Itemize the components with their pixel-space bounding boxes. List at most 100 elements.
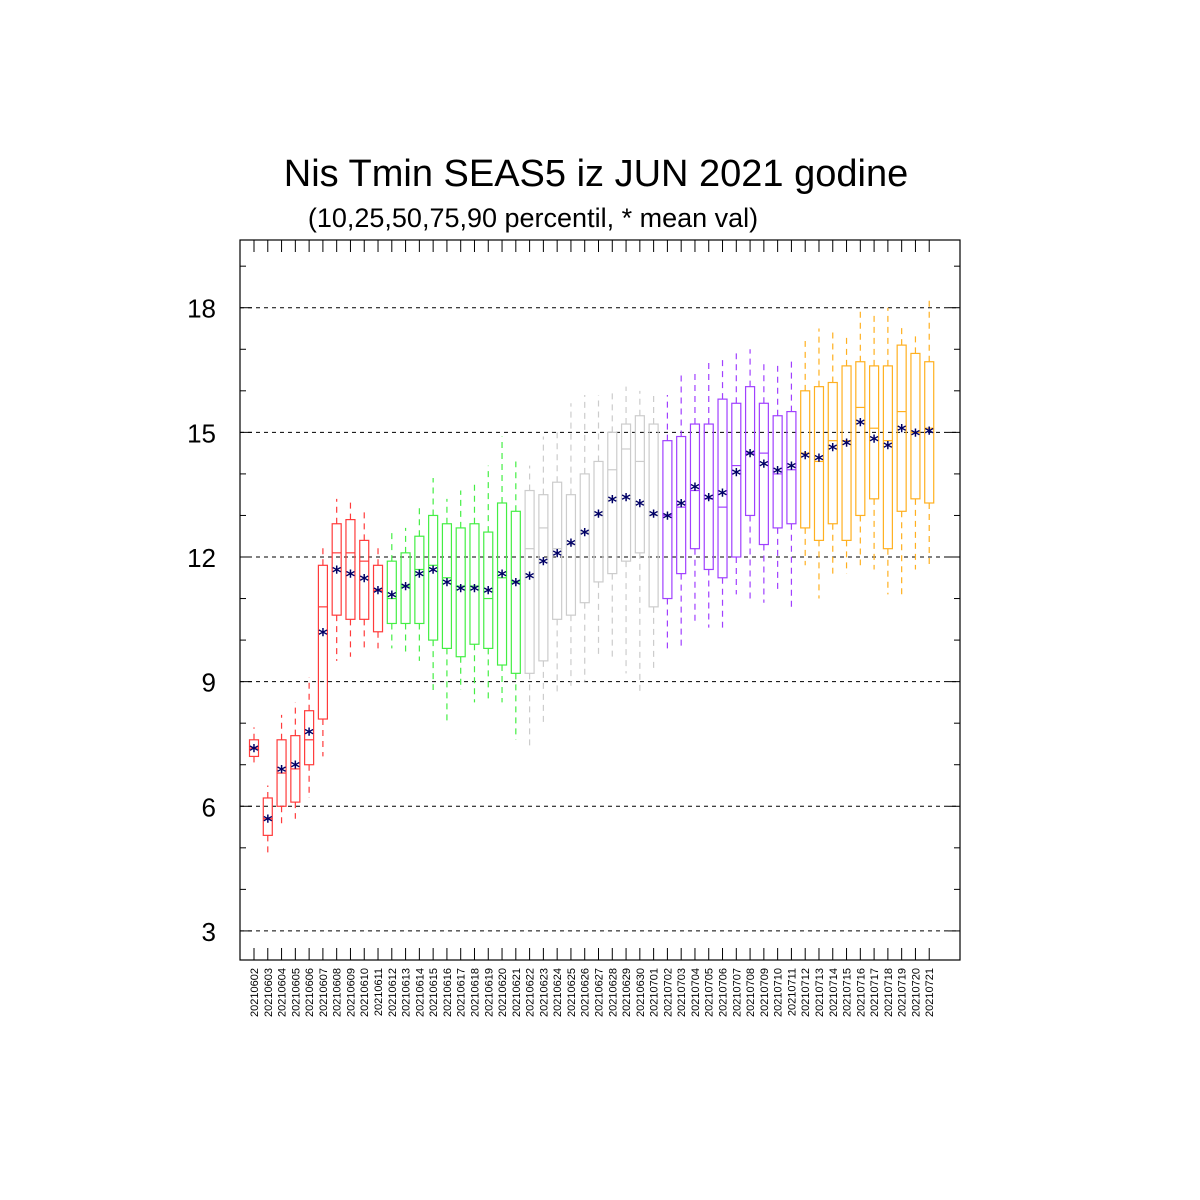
iqr-box	[896, 344, 907, 512]
box-20210609	[345, 498, 356, 657]
iqr-box	[841, 365, 852, 541]
mean-marker: *	[277, 762, 287, 783]
boxes	[248, 299, 935, 857]
mean-marker: *	[539, 554, 549, 575]
iqr-box	[345, 519, 356, 620]
box-20210610	[359, 511, 370, 649]
x-tick-label: 20210618	[469, 968, 481, 1017]
x-tick-label: 20210628	[607, 968, 619, 1017]
x-tick-label: 20210705	[704, 968, 716, 1017]
x-tick-label: 20210707	[731, 968, 743, 1017]
iqr-box	[524, 489, 535, 674]
box-20210704	[689, 370, 701, 624]
mean-marker: *	[346, 567, 356, 588]
mean-marker: *	[304, 724, 314, 745]
mean-marker: *	[470, 581, 480, 602]
x-tick-label: 20210716	[855, 968, 867, 1017]
x-tick-label: 20210609	[345, 968, 357, 1017]
box-20210718	[882, 307, 893, 595]
x-tick-label: 20210624	[552, 968, 564, 1017]
x-tick-label: 20210605	[290, 968, 302, 1017]
x-tick-label: 20210604	[277, 968, 289, 1017]
mean-marker: *	[828, 440, 838, 461]
iqr-box	[868, 365, 880, 500]
box-20210702	[662, 394, 673, 649]
mean-marker: *	[869, 432, 879, 453]
x-tick-label: 20210619	[483, 968, 495, 1017]
x-tick-label: 20210629	[621, 968, 633, 1017]
iqr-box	[565, 494, 577, 616]
box-20210619	[483, 465, 494, 703]
mean-marker: *	[718, 486, 728, 507]
iqr-box	[634, 415, 645, 554]
mean-marker: *	[911, 425, 921, 446]
iqr-box	[827, 381, 838, 525]
box-20210615	[428, 478, 439, 690]
iqr-box	[772, 415, 783, 529]
box-20210712	[800, 340, 811, 566]
box-20210614	[414, 507, 425, 661]
box-20210705	[703, 361, 714, 628]
mean-marker: *	[690, 479, 700, 500]
iqr-box	[372, 564, 384, 633]
box-20210618	[469, 482, 480, 703]
mean-marker: *	[759, 457, 769, 478]
iqr-box	[400, 552, 411, 625]
mean-marker: *	[566, 535, 576, 556]
iqr-box	[359, 539, 370, 620]
mean-marker: *	[497, 567, 507, 588]
box-20210602	[248, 727, 260, 765]
box-20210613	[400, 527, 411, 653]
x-tick-label: 20210710	[773, 968, 785, 1017]
mean-marker: *	[415, 567, 425, 588]
mean-marker: *	[787, 459, 797, 480]
box-20210608	[331, 498, 342, 661]
box-20210620	[496, 436, 508, 703]
x-tick-label: 20210704	[690, 968, 702, 1017]
x-tick-label: 20210711	[786, 968, 798, 1016]
mean-marker: *	[249, 741, 259, 762]
box-20210719	[896, 324, 907, 595]
mean-marker: *	[318, 625, 328, 646]
mean-marker: *	[814, 450, 824, 471]
x-tick-label: 20210607	[318, 968, 330, 1017]
box-20210716	[855, 307, 866, 566]
x-tick-label: 20210627	[594, 968, 606, 1017]
box-20210626	[579, 394, 590, 682]
x-tick-label: 20210614	[414, 968, 426, 1017]
iqr-box	[676, 435, 687, 575]
iqr-box	[882, 365, 893, 550]
iqr-box	[469, 523, 480, 645]
iqr-box	[496, 502, 508, 666]
x-tick-label: 20210709	[759, 968, 771, 1017]
x-tick-label: 20210701	[649, 968, 661, 1017]
box-20210606	[304, 677, 315, 798]
mean-marker: *	[649, 506, 659, 527]
iqr-box	[428, 514, 439, 641]
x-tick-label: 20210617	[456, 968, 468, 1017]
mean-marker: *	[663, 508, 673, 529]
iqr-box	[455, 527, 466, 658]
iqr-box	[731, 402, 742, 558]
iqr-box	[510, 510, 521, 674]
mean-marker: *	[401, 579, 411, 600]
iqr-box	[331, 523, 342, 616]
y-axis-ticks: 3 6 9 12 15 18	[187, 265, 960, 947]
x-tick-label: 20210717	[869, 968, 881, 1017]
mean-marker: *	[263, 812, 273, 833]
box-20210629	[620, 386, 632, 674]
x-tick-label: 20210718	[883, 968, 895, 1017]
x-tick-label: 20210720	[910, 968, 922, 1017]
iqr-box	[441, 523, 453, 650]
x-tick-label: 20210713	[814, 968, 826, 1017]
box-20210711	[786, 357, 797, 612]
y-tick-label: 18	[187, 294, 216, 324]
iqr-box	[620, 423, 632, 562]
iqr-box	[855, 361, 866, 517]
x-tick-label: 20210608	[332, 968, 344, 1017]
box-20210611	[372, 544, 384, 649]
mean-marker: *	[800, 448, 810, 469]
box-20210627	[593, 394, 604, 657]
iqr-box	[607, 431, 618, 575]
